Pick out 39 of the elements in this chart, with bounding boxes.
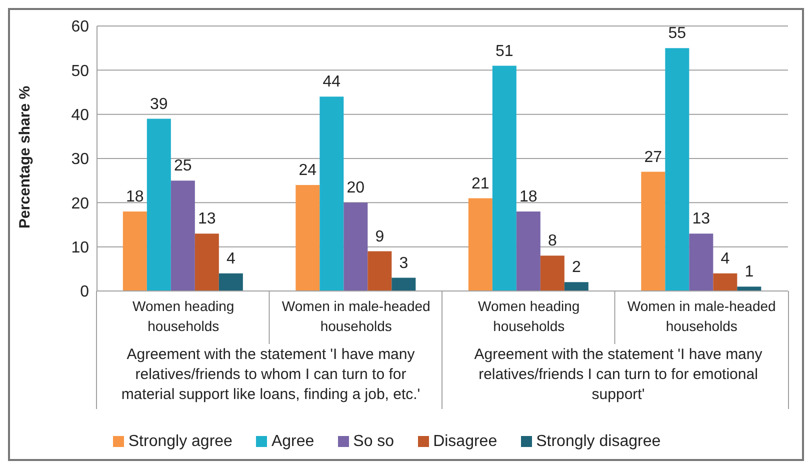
y-axis-title: Percentage share % bbox=[16, 86, 34, 228]
data-label: 27 bbox=[644, 148, 662, 166]
data-label: 2 bbox=[572, 259, 581, 276]
y-tick-label: 10 bbox=[71, 240, 90, 257]
data-label: 3 bbox=[399, 254, 408, 272]
text: Agreement with the statement 'I have many relatives/friends I can turn to for emotional support' bbox=[473, 345, 764, 405]
data-label: 51 bbox=[496, 42, 514, 60]
y-tick-label: 30 bbox=[71, 151, 90, 168]
data-label: 4 bbox=[720, 250, 730, 268]
data-label: 21 bbox=[472, 175, 490, 192]
data-label: 13 bbox=[198, 210, 216, 228]
legend-label: Agree bbox=[271, 433, 314, 450]
data-label: 13 bbox=[692, 210, 710, 228]
data-label: 20 bbox=[346, 180, 365, 197]
y-tick-label: 0 bbox=[80, 284, 90, 301]
y-tick-label: 60 bbox=[71, 18, 90, 36]
data-label: 9 bbox=[375, 228, 384, 246]
x-tick-label: Women heading households bbox=[478, 298, 580, 334]
data-label: 24 bbox=[298, 162, 317, 179]
x-tick-label: Women heading households bbox=[132, 298, 234, 334]
data-label: 18 bbox=[126, 188, 144, 206]
text: Agreement with the statement 'I have many relatives/friends to whom I can turn to for material support like loans, finding a job, etc.' bbox=[120, 345, 422, 405]
y-tick-label: 40 bbox=[71, 107, 90, 124]
legend-label: Disagree bbox=[433, 433, 498, 450]
data-label: 39 bbox=[150, 96, 168, 113]
data-label: 55 bbox=[668, 25, 686, 42]
x-tick-label: Women in male-headed households bbox=[282, 298, 430, 334]
data-label: 25 bbox=[174, 158, 192, 175]
data-label: 4 bbox=[226, 250, 236, 268]
data-label: 8 bbox=[548, 232, 557, 250]
legend-label: Strongly agree bbox=[128, 433, 232, 450]
data-label: 18 bbox=[520, 188, 538, 206]
legend-label: So so bbox=[353, 433, 394, 450]
y-tick-label: 20 bbox=[71, 195, 90, 212]
x-tick-label: Women in male-headed households bbox=[627, 298, 776, 334]
data-label: 44 bbox=[322, 74, 341, 91]
data-label: 1 bbox=[744, 264, 754, 281]
y-tick-label: 50 bbox=[71, 62, 90, 80]
legend-label: Strongly disagree bbox=[536, 433, 661, 450]
